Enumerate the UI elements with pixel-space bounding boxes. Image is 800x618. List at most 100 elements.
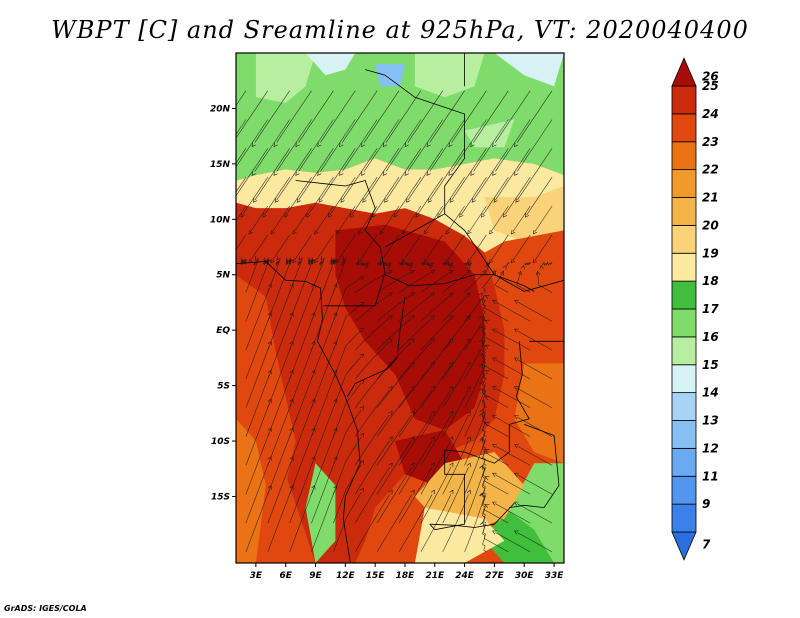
- streamline-arrow: [320, 255, 325, 261]
- streamline: [376, 341, 412, 380]
- streamline-arrow: [318, 198, 323, 203]
- colorbar-segment: [671, 308, 697, 338]
- streamline: [442, 294, 469, 322]
- lon-tick-label: 30E: [515, 571, 535, 581]
- streamline: [495, 148, 531, 201]
- streamline: [407, 90, 443, 143]
- streamline: [245, 374, 270, 437]
- streamline-arrow: [296, 198, 301, 203]
- streamline-arrow: [449, 386, 454, 391]
- streamline: [250, 205, 269, 233]
- streamline: [267, 374, 292, 437]
- colorbar-label: 23: [702, 135, 719, 149]
- streamline: [285, 177, 312, 216]
- longitude-axis: 3E 6E 9E 12E 15E 18E 21E 24E 27E 30E 33E: [250, 563, 564, 581]
- streamline-arrow: [467, 258, 472, 264]
- streamline: [482, 382, 509, 409]
- colorbar-label: 22: [702, 163, 719, 177]
- streamline-arrow: [384, 198, 389, 203]
- streamline-arrow: [311, 257, 316, 263]
- streamline-arrow: [513, 415, 519, 420]
- streamline: [355, 317, 390, 351]
- field-orange-east: [494, 230, 564, 375]
- streamline: [403, 205, 422, 233]
- streamline-arrow: [426, 142, 431, 148]
- streamline: [271, 234, 290, 261]
- streamline-arrow: [479, 408, 484, 414]
- streamline-arrow: [430, 338, 435, 343]
- colorbar-segment: [671, 503, 697, 533]
- streamline-arrow: [448, 292, 454, 297]
- streamline: [420, 271, 452, 293]
- streamline-arrow: [449, 462, 454, 468]
- streamline: [289, 346, 314, 408]
- streamline: [376, 389, 412, 437]
- streamline-arrow: [484, 319, 490, 324]
- streamline-arrow: [448, 142, 453, 148]
- streamline: [311, 374, 336, 437]
- streamline: [315, 234, 334, 261]
- streamline: [293, 234, 312, 261]
- colorbar-top-triangle: [671, 57, 697, 87]
- colorbar-segment: [671, 141, 697, 171]
- streamline-arrow: [445, 258, 450, 264]
- streamline: [245, 346, 270, 408]
- streamline: [442, 317, 469, 351]
- streamline: [254, 119, 290, 172]
- streamline: [276, 119, 312, 172]
- streamline-arrow: [447, 265, 453, 270]
- streamline-arrow: [314, 229, 319, 235]
- streamline-arrow: [251, 171, 256, 176]
- streamline: [355, 494, 390, 553]
- streamline: [355, 467, 390, 524]
- streamline: [537, 272, 553, 293]
- streamline: [385, 119, 422, 172]
- streamline-arrow: [466, 315, 471, 320]
- streamline-arrow: [407, 264, 413, 269]
- streamline-arrow: [388, 292, 393, 297]
- streamline-arrow: [430, 315, 435, 320]
- streamline-arrow: [513, 357, 519, 362]
- streamline: [330, 258, 337, 266]
- coastline-west: [236, 260, 361, 563]
- streamline: [311, 490, 336, 553]
- field-yellow-band: [236, 158, 564, 253]
- streamline-arrow: [410, 269, 415, 274]
- streamline-arrow: [492, 415, 497, 420]
- streamline: [446, 234, 465, 261]
- streamline: [395, 177, 422, 216]
- streamline-arrow: [251, 142, 256, 148]
- streamline-arrow: [328, 213, 333, 218]
- streamline-arrow: [276, 255, 281, 261]
- streamline: [267, 288, 292, 351]
- streamline-arrow: [388, 338, 393, 343]
- streamline: [534, 234, 553, 261]
- streamline: [442, 389, 469, 437]
- streamline: [376, 440, 412, 495]
- border-caprivi: [429, 502, 515, 528]
- streamline-arrow: [308, 257, 313, 262]
- streamline-arrow: [388, 269, 393, 274]
- streamline: [451, 148, 487, 201]
- streamline: [267, 432, 292, 495]
- colorbar-label: 16: [702, 330, 719, 344]
- streamline: [355, 341, 390, 380]
- streamline-arrow: [423, 229, 428, 235]
- streamline: [451, 119, 487, 172]
- colorbar-label: 24: [702, 107, 719, 121]
- streamline: [482, 327, 509, 351]
- streamline-arrow: [466, 361, 471, 367]
- streamline-arrow: [314, 258, 319, 264]
- streamline: [398, 341, 433, 380]
- streamline-arrow: [479, 325, 484, 331]
- field-orange-pale: [484, 186, 564, 242]
- streamline-arrow: [336, 258, 341, 264]
- streamline-arrow: [285, 257, 290, 262]
- streamline: [495, 532, 531, 553]
- streamline: [298, 119, 334, 172]
- streamline-arrow: [489, 258, 494, 264]
- streamline: [468, 234, 487, 261]
- streamline: [267, 461, 292, 524]
- streamline-arrow: [382, 142, 388, 148]
